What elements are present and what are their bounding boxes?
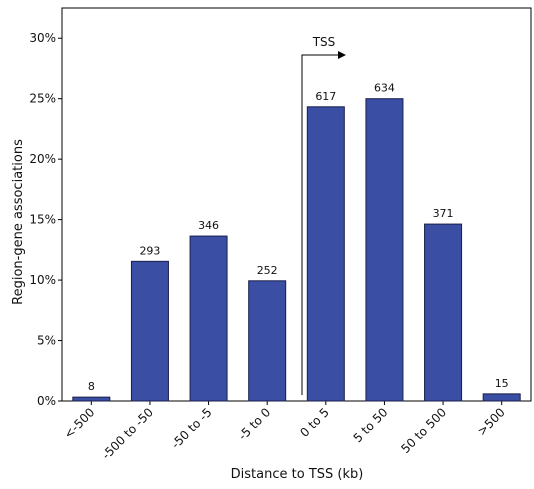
count-label: 634: [374, 82, 395, 95]
bar: [72, 396, 111, 402]
count-label: 293: [139, 244, 160, 257]
x-tick-label: <-500: [61, 405, 97, 441]
y-tick-label: 15%: [29, 213, 56, 227]
x-tick-label: 5 to 50: [351, 405, 391, 445]
bar: [248, 280, 287, 402]
x-tick-label: -500 to -50: [99, 405, 156, 462]
tss-arrowhead: [338, 51, 346, 59]
tss-arrow: [301, 54, 340, 395]
y-tick-label: 20%: [29, 152, 56, 166]
bar: [189, 235, 228, 402]
count-label: 15: [495, 377, 509, 390]
x-tick-label: 0 to 5: [297, 405, 332, 440]
tss-label: TSS: [312, 35, 336, 49]
bar: [306, 106, 345, 402]
bar: [130, 260, 169, 402]
y-axis-label: Region-gene associations: [11, 139, 26, 305]
count-label: 617: [315, 90, 336, 103]
bar: [365, 98, 404, 402]
y-tick-label: 5%: [37, 334, 56, 348]
count-label: 252: [257, 264, 278, 277]
y-tick-label: 0%: [37, 394, 56, 408]
x-tick-label: >500: [475, 405, 508, 438]
y-tick-label: 25%: [29, 92, 56, 106]
count-label: 346: [198, 219, 219, 232]
x-tick-label: 50 to 500: [398, 405, 449, 456]
count-label: 8: [88, 380, 95, 393]
y-tick-label: 30%: [29, 31, 56, 45]
bar: [482, 393, 521, 402]
x-tick-label: -5 to 0: [236, 405, 274, 443]
plot-frame: [61, 7, 532, 402]
count-label: 371: [433, 207, 454, 220]
y-tick-label: 10%: [29, 273, 56, 287]
bar: [424, 223, 463, 402]
x-axis-label: Distance to TSS (kb): [231, 467, 364, 482]
x-tick-label: -50 to -5: [169, 405, 215, 451]
